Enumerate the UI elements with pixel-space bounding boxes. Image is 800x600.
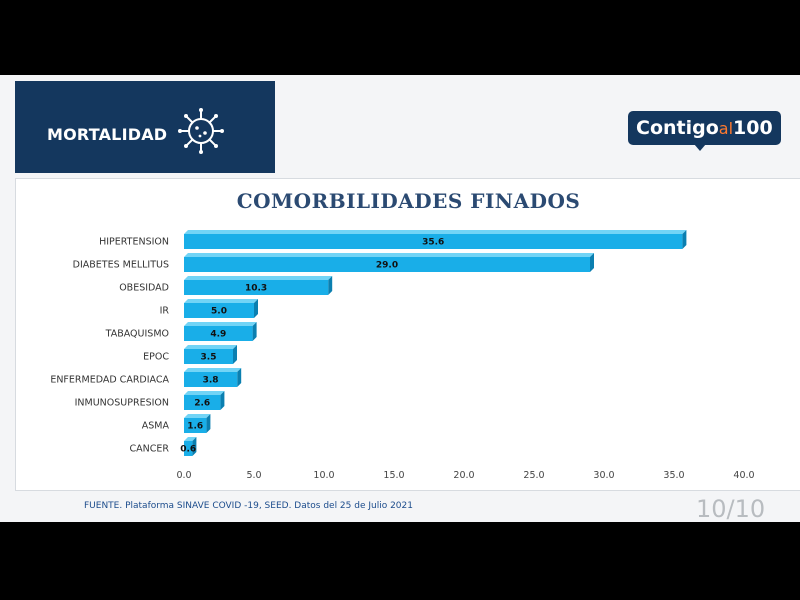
slide: MORTALIDAD Contigoal100	[0, 75, 800, 522]
source-note: FUENTE. Plataforma SINAVE COVID -19, SEE…	[84, 501, 413, 511]
category-label: TABAQUISMO	[105, 329, 169, 340]
virus-icon	[178, 108, 224, 154]
bar-chart: HIPERTENSION 35.6 DIABETES MELLITUS 29.0 OBE…	[50, 230, 755, 481]
category-label: INMUNOSUPRESION	[75, 398, 169, 409]
bar	[184, 395, 221, 410]
logo-part-1: Contigo	[636, 117, 719, 139]
category-label: IR	[160, 306, 170, 317]
mortalidad-banner: MORTALIDAD	[15, 81, 275, 173]
category-label: DIABETES MELLITUS	[73, 260, 169, 271]
bar-side	[252, 322, 257, 341]
category-label: HIPERTENSION	[99, 237, 169, 248]
x-tick-label: 40.0	[733, 470, 754, 481]
bar-side	[254, 299, 258, 318]
bar	[184, 372, 238, 387]
x-tick-label: 10.0	[313, 470, 334, 481]
page-number: 10/10	[696, 495, 766, 522]
bar-side	[192, 437, 197, 456]
data-label: 35.6	[422, 238, 444, 248]
data-label: 1.6	[187, 422, 203, 432]
bar	[184, 257, 590, 272]
bar-side	[328, 276, 333, 295]
bar	[184, 441, 193, 456]
logo-part-3: 100	[733, 117, 773, 139]
bar-side	[220, 391, 225, 410]
x-tick-label: 25.0	[523, 470, 544, 481]
bar-side	[682, 230, 687, 249]
category-label: ENFERMEDAD CARDIACA	[50, 375, 169, 386]
data-label: 3.8	[203, 376, 219, 386]
bar-side	[590, 253, 594, 272]
x-tick-label: 0.0	[176, 470, 191, 481]
chart-panel: COMORBILIDADES FINADOS HIPERTENSION 35.6 D…	[15, 178, 800, 491]
data-label: 5.0	[211, 307, 227, 317]
category-label: EPOC	[143, 352, 169, 363]
bar-top	[184, 345, 237, 349]
data-label: 29.0	[376, 261, 398, 271]
chart-title: COMORBILIDADES FINADOS	[236, 189, 581, 213]
bar	[184, 234, 683, 249]
bar-top	[184, 322, 257, 326]
bar-side	[206, 414, 211, 433]
logo-tail	[694, 144, 706, 151]
data-label: 3.5	[201, 353, 217, 363]
x-tick-label: 30.0	[593, 470, 614, 481]
x-tick-label: 15.0	[383, 470, 404, 481]
bar-top	[184, 276, 333, 280]
contigo-al-100-logo: Contigoal100	[628, 111, 781, 145]
bar	[184, 303, 254, 318]
banner-label: MORTALIDAD	[47, 125, 168, 144]
data-label: 0.6	[180, 445, 196, 455]
bar-top	[184, 299, 258, 303]
bar	[184, 418, 207, 433]
bar-side	[237, 368, 242, 387]
bar-top	[184, 391, 225, 395]
bar-top	[184, 437, 197, 441]
bar	[184, 280, 329, 295]
logo-part-2: al	[718, 119, 734, 138]
category-label: OBESIDAD	[119, 283, 169, 294]
bar	[184, 349, 233, 364]
bar-top	[184, 230, 687, 234]
bar-top	[184, 253, 594, 257]
x-tick-label: 35.0	[663, 470, 684, 481]
category-label: ASMA	[142, 421, 170, 432]
bar	[184, 326, 253, 341]
bar-top	[184, 414, 211, 418]
data-label: 10.3	[245, 284, 267, 294]
data-label: 2.6	[194, 399, 210, 409]
category-label: CANCER	[130, 444, 170, 455]
bar-top	[184, 368, 242, 372]
data-label: 4.9	[210, 330, 226, 340]
x-tick-label: 5.0	[246, 470, 261, 481]
x-tick-label: 20.0	[453, 470, 474, 481]
bar-side	[233, 345, 237, 364]
